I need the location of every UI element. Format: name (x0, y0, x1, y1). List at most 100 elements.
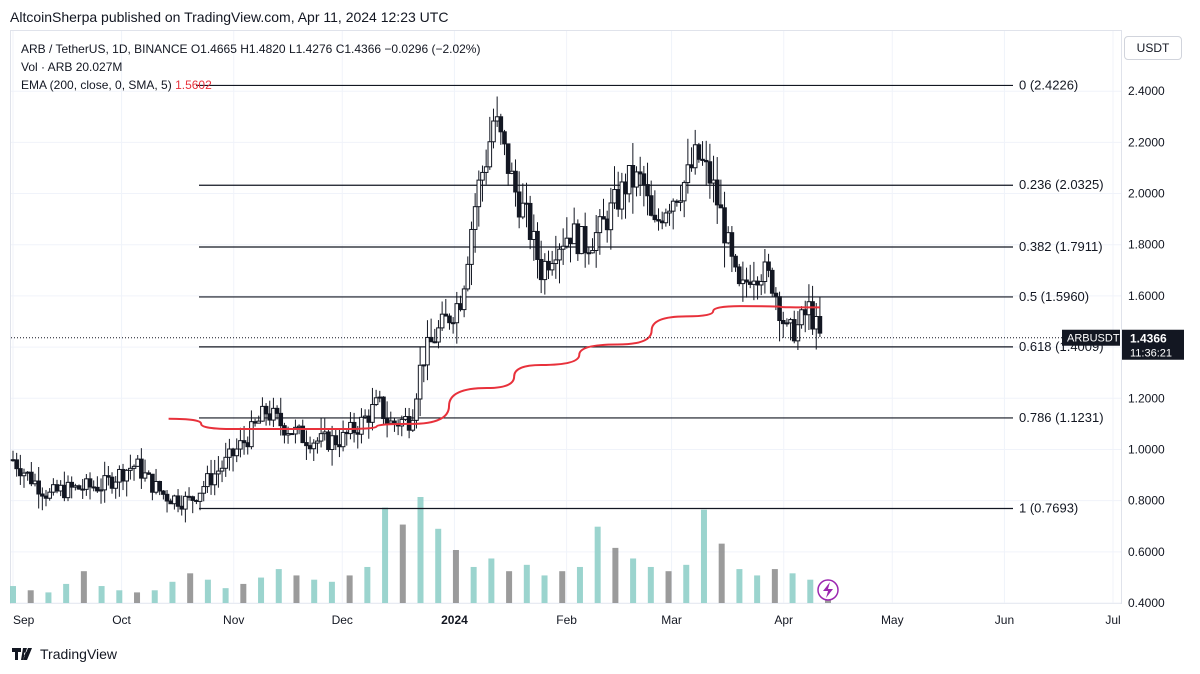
candle-body (216, 470, 221, 475)
candle-body (25, 471, 30, 474)
volume-bar (435, 528, 442, 603)
candle-body (703, 159, 709, 163)
volume-bar (45, 592, 52, 603)
candle-body (777, 296, 782, 322)
candle-body (315, 440, 320, 444)
volume-bar (364, 566, 371, 603)
candle-body (208, 473, 214, 486)
candle-body (780, 320, 786, 325)
volume-bar (559, 571, 566, 603)
candle-body (461, 288, 467, 311)
candle-body (186, 495, 192, 498)
candle-body (553, 259, 559, 265)
symbol-line: ARB / TetherUS, 1D, BINANCE (21, 42, 188, 56)
candle-body (502, 131, 507, 145)
candle-body (575, 223, 581, 255)
x-tick-label: Dec (332, 613, 353, 627)
candle-body (678, 200, 683, 203)
candle-body (227, 448, 232, 458)
volume-bar (382, 507, 389, 603)
candle-body (590, 249, 595, 254)
candle-body (120, 468, 126, 482)
candle-body (183, 495, 188, 510)
candle-body (443, 313, 449, 317)
candle-body (329, 435, 335, 451)
candle-body (483, 166, 489, 173)
volume-bar (488, 558, 495, 603)
candle-body (557, 248, 562, 261)
candle-body (542, 260, 548, 281)
candle-body (300, 425, 306, 444)
y-tick-label: 2.2000 (1128, 135, 1165, 149)
volume-bar (10, 586, 16, 603)
candle-body (447, 315, 452, 324)
candle-body (535, 230, 540, 260)
candle-body (278, 412, 284, 427)
volume-bar (311, 579, 318, 603)
candle-body (274, 407, 280, 414)
ema-line (168, 305, 820, 430)
candle-body (403, 416, 408, 420)
volume-bar (700, 509, 707, 603)
candle-body (729, 232, 735, 257)
volume-bar (541, 575, 548, 603)
currency-button[interactable]: USDT (1124, 36, 1182, 60)
candle-body (465, 263, 471, 290)
y-tick-label: 0.8000 (1128, 494, 1165, 508)
candle-body (307, 445, 313, 450)
symbol-row: ARB / TetherUS, 1D, BINANCE O1.4665 H1.4… (21, 40, 480, 58)
candle-body (21, 472, 27, 477)
candle-body (40, 493, 45, 497)
candle-body (139, 458, 144, 479)
volume-bar (80, 571, 87, 603)
chart-legend: ARB / TetherUS, 1D, BINANCE O1.4665 H1.4… (21, 40, 480, 94)
candle-body (51, 484, 56, 493)
volume-bar (328, 581, 335, 603)
volume-bar (594, 526, 601, 603)
volume-bar (151, 590, 158, 603)
candle-body (197, 492, 203, 502)
x-tick-label: Mar (661, 613, 682, 627)
volume-row: Vol · ARB 20.027M (21, 58, 480, 76)
candle-body (454, 303, 460, 324)
candle-body (755, 280, 760, 286)
candle-body (234, 448, 240, 457)
volume-bar (169, 581, 176, 603)
candle-body (524, 202, 529, 205)
candle-body (175, 495, 181, 507)
candle-body (582, 226, 588, 254)
candle-body (370, 404, 375, 423)
y-tick-label: 2.4000 (1128, 84, 1165, 98)
candle-body (802, 309, 808, 316)
candle-body (546, 260, 551, 271)
candle-body (267, 413, 273, 421)
candle-body (212, 473, 218, 486)
candle-body (718, 204, 724, 209)
candle-body (142, 472, 148, 479)
candle-body (762, 261, 768, 283)
volume-bar (222, 588, 229, 603)
candle-body (700, 158, 705, 161)
ohlc-low: L1.4276 (288, 42, 333, 56)
candle-body (36, 480, 41, 495)
candle-body (436, 327, 441, 343)
candle-body (417, 364, 423, 400)
candle-body (480, 171, 485, 181)
candle-body (707, 161, 713, 184)
candle-body (113, 481, 118, 489)
candle-body (637, 171, 643, 175)
candle-body (377, 396, 383, 399)
candle-body (194, 499, 199, 502)
candle-body (252, 421, 258, 424)
price-tag (1122, 329, 1184, 360)
volume-bar (293, 575, 300, 603)
candle-body (722, 207, 727, 244)
volume-bar (630, 558, 637, 603)
candle-body (509, 170, 515, 174)
price-tag-value: 1.4366 (1130, 332, 1167, 346)
candle-body (458, 303, 463, 311)
y-tick-label: 0.6000 (1128, 545, 1165, 559)
volume-bar (240, 583, 247, 603)
fib-level-label: 1 (0.7693) (1019, 500, 1078, 515)
